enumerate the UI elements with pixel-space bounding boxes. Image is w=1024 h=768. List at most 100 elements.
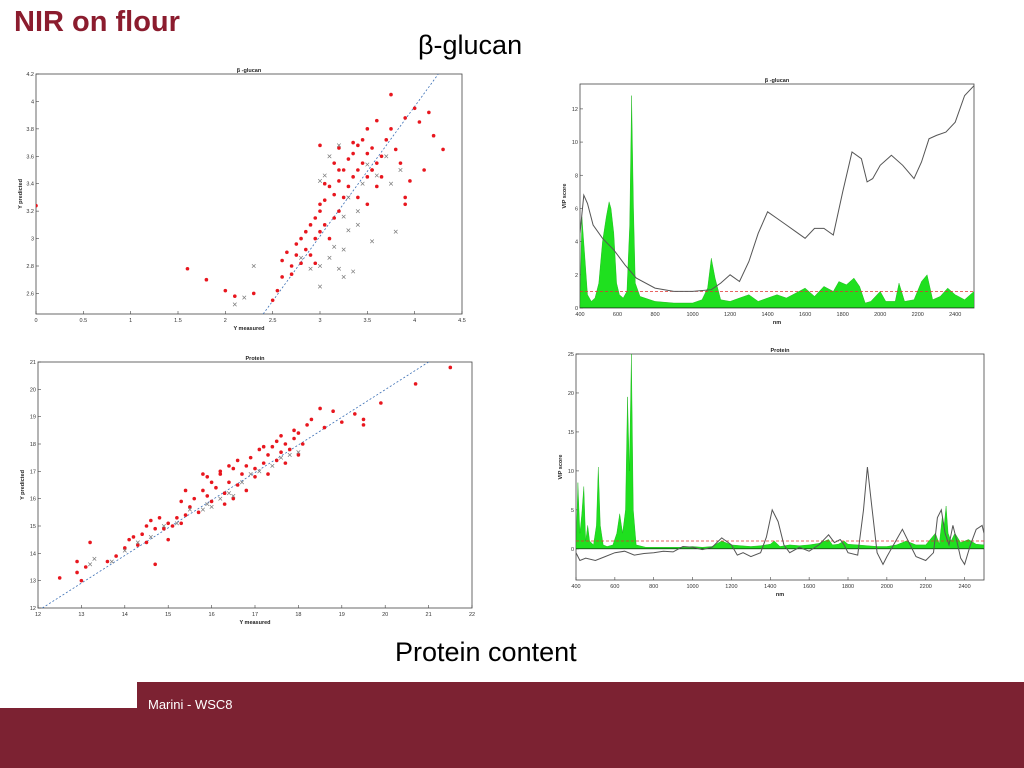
calibration-point xyxy=(403,202,408,207)
validation-point xyxy=(308,266,313,271)
validation-point xyxy=(398,167,403,173)
calibration-point xyxy=(341,195,346,200)
y-tick-label: 4.2 xyxy=(26,72,34,78)
x-tick-label: 800 xyxy=(650,312,659,318)
x-tick-label: 0 xyxy=(34,318,37,324)
calibration-point xyxy=(313,216,318,220)
x-tick-label: 0.5 xyxy=(80,318,88,324)
x-tick-label: 22 xyxy=(469,612,475,618)
calibration-point xyxy=(127,537,131,542)
calibration-point xyxy=(170,524,175,528)
calibration-point xyxy=(266,472,270,476)
y-tick-label: 0 xyxy=(571,547,574,553)
calibration-point xyxy=(287,447,292,452)
x-tick-label: 2000 xyxy=(881,584,893,590)
y-tick-label: 2.8 xyxy=(26,264,34,270)
validation-point xyxy=(92,556,97,561)
calibration-point xyxy=(308,223,313,227)
x-tick-label: 21 xyxy=(426,612,432,618)
validation-point xyxy=(232,302,237,307)
x-tick-label: 1.5 xyxy=(174,318,182,324)
calibration-point xyxy=(322,425,327,430)
y-tick-label: 4 xyxy=(31,99,34,105)
y-tick-label: 20 xyxy=(30,387,36,393)
calibration-point xyxy=(244,464,249,468)
plot-content xyxy=(580,85,974,308)
calibration-point xyxy=(351,140,355,145)
x-tick-label: 17 xyxy=(252,612,258,618)
y-tick-label: 0 xyxy=(575,306,578,312)
calibration-point xyxy=(209,480,214,485)
validation-point xyxy=(374,173,379,178)
x-tick-label: 1800 xyxy=(842,584,854,590)
validation-point xyxy=(287,452,292,457)
calibration-point xyxy=(274,458,279,463)
y-axis-label: Y predicted xyxy=(20,470,26,500)
validation-point xyxy=(322,173,327,178)
validation-point xyxy=(327,154,332,159)
calibration-point xyxy=(304,247,308,252)
validation-point xyxy=(122,548,127,553)
calibration-point xyxy=(144,540,149,545)
x-tick-label: 1000 xyxy=(686,584,698,590)
x-tick-label: 2400 xyxy=(958,584,970,590)
calibration-point xyxy=(289,272,294,277)
calibration-point xyxy=(294,242,299,246)
calibration-point xyxy=(153,526,157,531)
validation-point xyxy=(341,247,346,252)
validation-point xyxy=(351,269,356,274)
calibration-point xyxy=(222,502,227,506)
calibration-point xyxy=(318,202,322,207)
x-tick-label: 1200 xyxy=(724,312,736,318)
calibration-point xyxy=(185,266,190,271)
x-tick-label: 1000 xyxy=(686,312,698,318)
calibration-point xyxy=(114,554,118,558)
calibration-point xyxy=(204,277,209,282)
calibration-point xyxy=(231,466,236,471)
calibration-point xyxy=(153,562,157,567)
calibration-point xyxy=(356,143,360,148)
y-tick-label: 21 xyxy=(30,360,36,366)
plot-content xyxy=(36,74,445,314)
calibration-point xyxy=(337,146,341,150)
calibration-point xyxy=(248,455,253,460)
calibration-point xyxy=(261,444,266,449)
x-tick-label: 12 xyxy=(35,612,41,618)
calibration-point xyxy=(384,138,389,142)
x-tick-label: 4 xyxy=(413,318,416,324)
y-tick-label: 4 xyxy=(575,240,578,246)
calibration-point xyxy=(370,146,374,150)
calibration-point xyxy=(218,469,223,474)
x-tick-label: 20 xyxy=(382,612,388,618)
x-tick-label: 19 xyxy=(339,612,345,618)
calibration-point xyxy=(166,537,170,542)
calibration-point xyxy=(393,147,398,152)
calibration-point xyxy=(157,516,162,520)
calibration-point xyxy=(304,229,308,234)
validation-point xyxy=(370,239,375,244)
validation-point xyxy=(278,455,284,460)
calibration-point xyxy=(144,524,149,528)
calibration-point xyxy=(253,466,257,471)
validation-point xyxy=(239,480,245,485)
calibration-point xyxy=(296,431,301,435)
plot-frame xyxy=(37,361,473,609)
calibration-point xyxy=(361,423,366,427)
validation-point xyxy=(187,507,192,512)
y-tick-label: 16 xyxy=(30,497,36,503)
validation-point xyxy=(317,178,323,184)
footer-white-tab xyxy=(0,682,137,708)
calibration-point xyxy=(365,151,370,156)
calibration-point xyxy=(179,521,184,526)
calibration-point xyxy=(296,453,301,457)
calibration-point xyxy=(289,264,294,268)
calibration-point xyxy=(274,439,279,444)
calibration-point xyxy=(412,106,417,111)
calibration-point xyxy=(201,472,205,476)
calibration-point xyxy=(280,275,284,279)
calibration-point xyxy=(209,499,214,504)
x-tick-label: 400 xyxy=(571,584,580,590)
y-tick-label: 20 xyxy=(568,391,574,397)
y-tick-label: 3.2 xyxy=(26,209,34,215)
calibration-point xyxy=(417,120,422,124)
